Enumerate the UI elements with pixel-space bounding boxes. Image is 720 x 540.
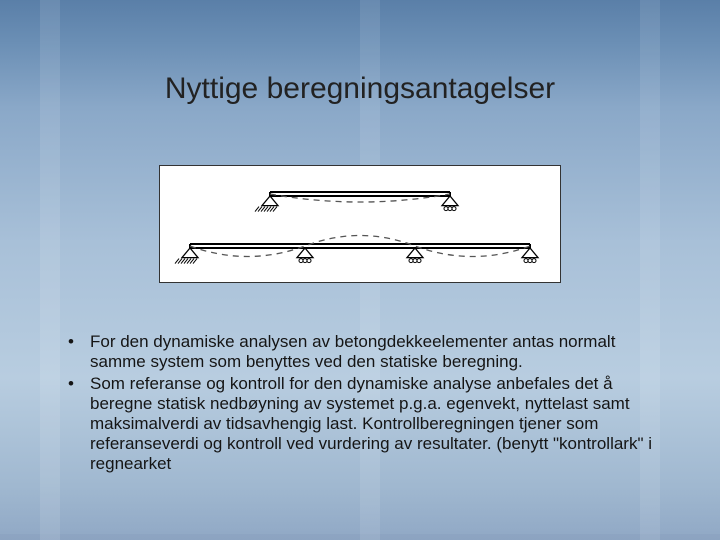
bullet-item: For den dynamiske analysen av betongdekk… xyxy=(68,332,660,372)
beam-diagram-svg xyxy=(160,166,560,282)
slide: Nyttige beregningsantagelser For den dyn… xyxy=(0,0,720,540)
beam-diagram xyxy=(159,165,561,283)
slide-title: Nyttige beregningsantagelser xyxy=(0,72,720,106)
bullet-list: For den dynamiske analysen av betongdekk… xyxy=(68,332,660,476)
bullet-item: Som referanse og kontroll for den dynami… xyxy=(68,374,660,474)
